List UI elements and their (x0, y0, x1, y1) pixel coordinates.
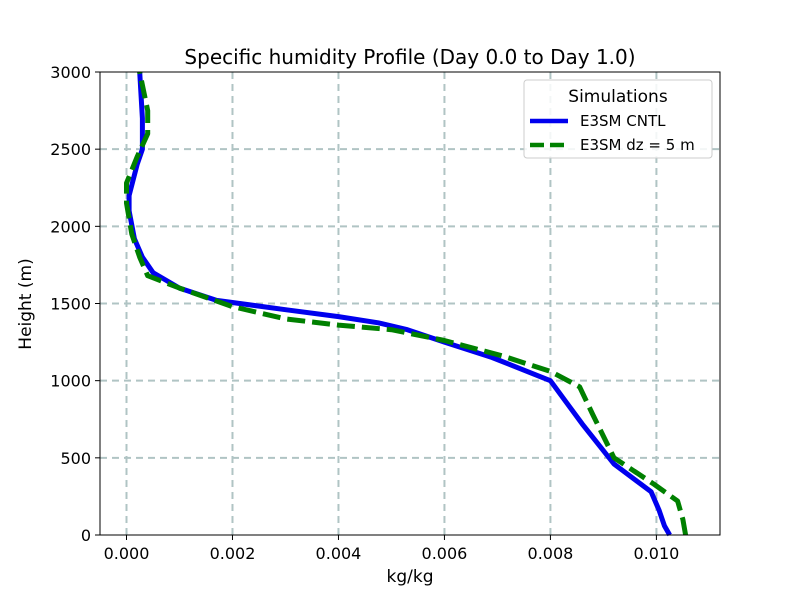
y-tick-label: 3000 (50, 63, 91, 82)
legend-title: Simulations (568, 87, 668, 107)
x-tick-label: 0.002 (210, 544, 256, 563)
y-tick-label: 500 (60, 449, 91, 468)
x-tick-label: 0.006 (422, 544, 468, 563)
series-line-dz5 (124, 71, 689, 536)
legend-box (523, 79, 713, 159)
y-tick-label: 2500 (50, 140, 91, 159)
y-axis: 0 500 1000 1500 2000 2500 3000 (50, 63, 100, 545)
legend-label-cntl: E3SM CNTL (580, 112, 666, 130)
series-layer (124, 71, 689, 537)
chart-title: Specific humidity Profile (Day 0.0 to Da… (184, 45, 635, 69)
x-tick-label: 0.010 (634, 544, 680, 563)
legend-label-dz5: E3SM dz = 5 m (580, 136, 695, 154)
x-axis: 0.000 0.002 0.004 0.006 0.008 0.010 (104, 535, 680, 563)
y-tick-label: 2000 (50, 217, 91, 236)
x-axis-label: kg/kg (387, 567, 434, 587)
x-tick-label: 0.004 (316, 544, 362, 563)
y-tick-label: 0 (81, 526, 91, 545)
y-tick-label: 1500 (50, 295, 91, 314)
x-tick-label: 0.008 (528, 544, 574, 563)
y-axis-label: Height (m) (16, 258, 36, 349)
series-line-cntl (126, 71, 672, 537)
y-tick-label: 1000 (50, 372, 91, 391)
legend: Simulations E3SM CNTL E3SM dz = 5 m (523, 79, 713, 159)
x-tick-label: 0.000 (104, 544, 150, 563)
